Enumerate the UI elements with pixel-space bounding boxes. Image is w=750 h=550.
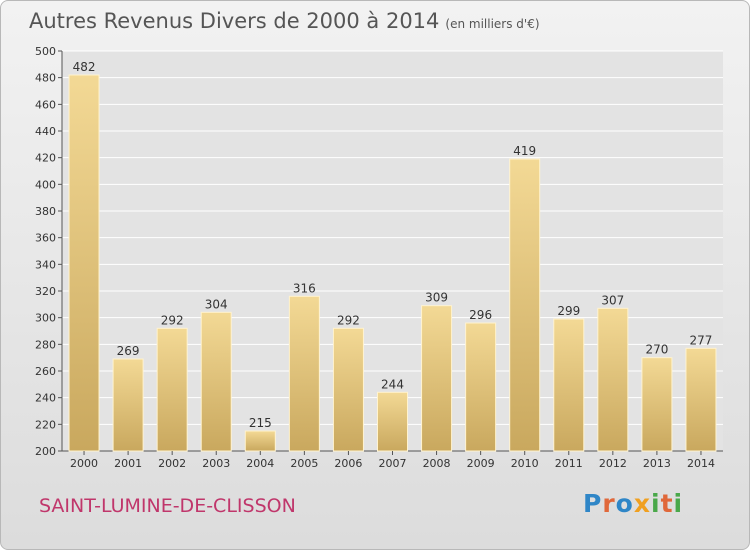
x-tick-label-2014: 2014	[687, 457, 715, 470]
data-label-2004: 215	[249, 416, 272, 430]
bar-2001	[112, 358, 144, 452]
y-tick-label: 460	[35, 98, 56, 111]
proxiti-logo: Proxiti	[583, 489, 684, 518]
bar-2003	[200, 311, 232, 452]
x-tick-label-2007: 2007	[379, 457, 407, 470]
data-label-2010: 419	[513, 144, 536, 158]
y-tick-label: 360	[35, 232, 56, 245]
bar-2010	[509, 158, 541, 452]
y-tick-label: 240	[35, 392, 56, 405]
data-label-2006: 292	[337, 313, 360, 327]
y-tick-label: 480	[35, 72, 56, 85]
data-label-2012: 307	[601, 293, 624, 307]
bar-2004	[244, 430, 276, 452]
data-label-2005: 316	[293, 281, 316, 295]
y-tick-label: 340	[35, 258, 56, 271]
y-tick-label: 200	[35, 445, 56, 458]
y-tick-label: 320	[35, 285, 56, 298]
x-tick-label-2004: 2004	[246, 457, 274, 470]
data-label-2001: 269	[117, 344, 140, 358]
x-tick-label-2005: 2005	[290, 457, 318, 470]
bar-2012	[597, 307, 629, 452]
data-label-2011: 299	[557, 304, 580, 318]
bar-2000	[68, 74, 100, 452]
bar-2005	[288, 295, 320, 452]
y-tick-label: 500	[35, 45, 56, 58]
data-label-2002: 292	[161, 313, 184, 327]
data-label-2008: 309	[425, 291, 448, 305]
y-tick-label: 260	[35, 365, 56, 378]
bar-2014	[685, 347, 717, 452]
bar-2006	[332, 327, 364, 452]
data-label-2000: 482	[73, 60, 96, 74]
y-tick-label: 400	[35, 178, 56, 191]
bar-2011	[553, 318, 585, 452]
bar-2008	[421, 305, 453, 452]
y-tick-label: 300	[35, 312, 56, 325]
x-tick-label-2009: 2009	[467, 457, 495, 470]
y-tick-label: 420	[35, 152, 56, 165]
x-tick-label-2002: 2002	[158, 457, 186, 470]
x-tick-label-2000: 2000	[70, 457, 98, 470]
x-tick-label-2008: 2008	[423, 457, 451, 470]
chart-title: Autres Revenus Divers de 2000 à 2014 (en …	[29, 9, 540, 33]
chart-subtitle: (en milliers d'€)	[445, 17, 540, 31]
bar-2007	[377, 391, 408, 452]
chart-title-text: Autres Revenus Divers de 2000 à 2014	[29, 9, 440, 33]
y-tick-label: 440	[35, 125, 56, 138]
y-tick-label: 280	[35, 338, 56, 351]
data-label-2007: 244	[381, 377, 404, 391]
data-label-2009: 296	[469, 308, 492, 322]
y-tick-label: 220	[35, 418, 56, 431]
x-tick-label-2013: 2013	[643, 457, 671, 470]
location-label: SAINT-LUMINE-DE-CLISSON	[39, 495, 296, 517]
data-label-2013: 270	[645, 343, 668, 357]
x-tick-label-2006: 2006	[334, 457, 362, 470]
x-tick-label-2003: 2003	[202, 457, 230, 470]
bar-2009	[465, 322, 497, 452]
bar-2002	[156, 327, 188, 452]
data-label-2003: 304	[205, 297, 228, 311]
y-tick-label: 380	[35, 205, 56, 218]
x-tick-label-2012: 2012	[599, 457, 627, 470]
x-tick-label-2011: 2011	[555, 457, 583, 470]
x-tick-label-2010: 2010	[511, 457, 539, 470]
data-label-2014: 277	[690, 333, 713, 347]
x-tick-label-2001: 2001	[114, 457, 142, 470]
bar-2013	[641, 357, 673, 452]
